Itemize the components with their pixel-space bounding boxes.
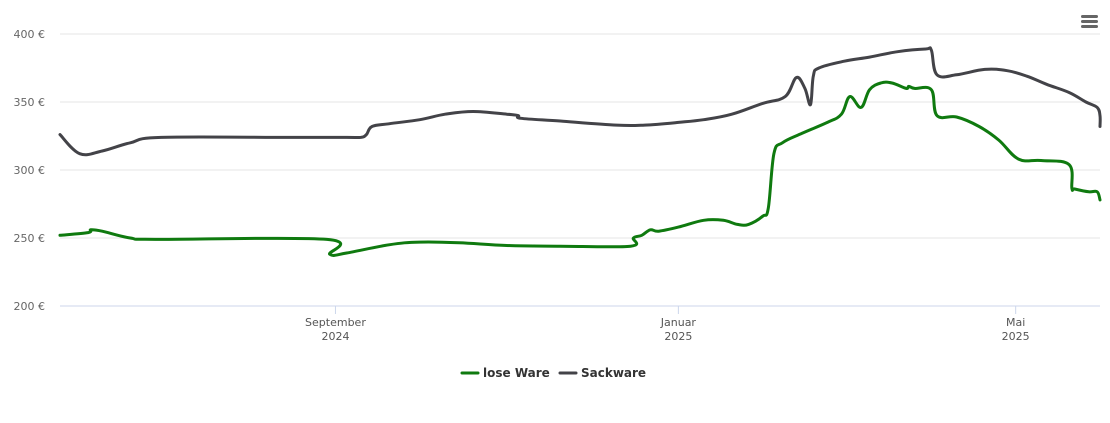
gridlines (60, 33, 1100, 239)
x-tick-year: 2025 (664, 330, 692, 343)
series-lines (58, 46, 1102, 257)
legend-item-sackware[interactable]: Sackware (558, 366, 646, 380)
hamburger-menu-icon[interactable] (1078, 10, 1102, 32)
y-tick-label: 300 € (14, 164, 46, 177)
y-tick-label: 350 € (14, 96, 46, 109)
x-tick-year: 2025 (1002, 330, 1030, 343)
legend-label: Sackware (581, 366, 646, 380)
y-tick-label: 200 € (14, 300, 46, 313)
series-line-sackware (58, 46, 1102, 157)
x-tick-year: 2024 (321, 330, 349, 343)
legend: lose Ware Sackware (460, 366, 646, 380)
x-tick-label: September (305, 316, 366, 329)
series-line-lose-ware (58, 80, 1102, 257)
y-tick-label: 400 € (14, 28, 46, 41)
x-tick-label: Mai (1006, 316, 1025, 329)
y-axis-labels: 200 € 250 € 300 € 350 € 400 € (14, 28, 46, 313)
y-tick-label: 250 € (14, 232, 46, 245)
x-tick-label: Januar (660, 316, 697, 329)
legend-item-lose-ware[interactable]: lose Ware (460, 366, 550, 380)
legend-label: lose Ware (483, 366, 550, 380)
